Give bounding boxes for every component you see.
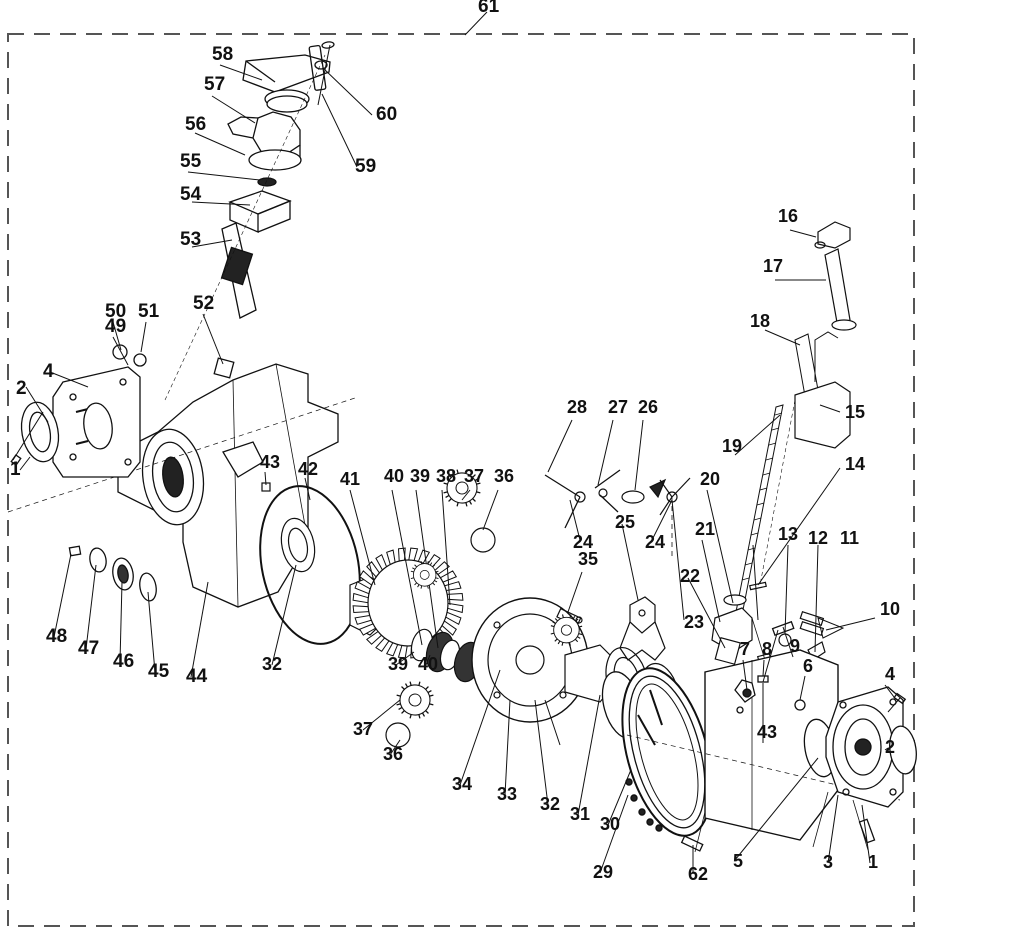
- svg-text:41: 41: [340, 469, 360, 489]
- svg-text:48: 48: [46, 626, 67, 647]
- svg-text:35: 35: [578, 549, 598, 569]
- svg-text:7: 7: [740, 639, 750, 659]
- svg-text:58: 58: [212, 44, 233, 65]
- svg-text:18: 18: [750, 311, 770, 331]
- svg-text:10: 10: [880, 599, 900, 619]
- svg-text:32: 32: [540, 794, 560, 814]
- svg-text:4: 4: [43, 361, 54, 382]
- svg-text:36: 36: [383, 744, 403, 764]
- svg-text:57: 57: [204, 74, 225, 95]
- svg-text:28: 28: [567, 397, 587, 417]
- svg-text:1: 1: [10, 459, 21, 480]
- svg-text:53: 53: [180, 229, 201, 250]
- svg-text:12: 12: [808, 528, 828, 548]
- svg-text:52: 52: [193, 293, 214, 314]
- svg-text:8: 8: [762, 639, 772, 659]
- svg-text:62: 62: [688, 864, 708, 884]
- svg-text:46: 46: [113, 651, 134, 672]
- svg-text:36: 36: [494, 466, 514, 486]
- svg-text:30: 30: [600, 814, 620, 834]
- svg-text:24: 24: [573, 532, 593, 552]
- svg-text:17: 17: [763, 256, 783, 276]
- svg-text:43: 43: [757, 722, 777, 742]
- svg-text:39: 39: [410, 466, 430, 486]
- svg-text:2: 2: [885, 737, 895, 757]
- svg-text:27: 27: [608, 397, 628, 417]
- svg-text:40: 40: [384, 466, 404, 486]
- svg-text:16: 16: [778, 206, 798, 226]
- svg-text:47: 47: [78, 638, 99, 659]
- svg-text:22: 22: [680, 566, 700, 586]
- svg-text:42: 42: [298, 459, 318, 479]
- svg-text:13: 13: [778, 524, 798, 544]
- svg-text:55: 55: [180, 151, 202, 172]
- svg-text:56: 56: [185, 114, 206, 135]
- svg-text:45: 45: [148, 661, 170, 682]
- svg-text:40: 40: [418, 654, 438, 674]
- svg-text:14: 14: [845, 454, 865, 474]
- svg-text:23: 23: [684, 612, 704, 632]
- svg-text:61: 61: [478, 0, 500, 17]
- svg-text:51: 51: [138, 301, 160, 322]
- svg-text:19: 19: [722, 436, 742, 456]
- svg-text:2: 2: [16, 378, 27, 399]
- svg-text:6: 6: [803, 656, 813, 676]
- svg-text:33: 33: [497, 784, 517, 804]
- svg-text:43: 43: [260, 452, 280, 472]
- svg-text:60: 60: [376, 104, 397, 125]
- svg-text:21: 21: [695, 519, 715, 539]
- svg-text:37: 37: [353, 719, 373, 739]
- svg-text:15: 15: [845, 402, 865, 422]
- svg-text:31: 31: [570, 804, 590, 824]
- svg-text:34: 34: [452, 774, 472, 794]
- svg-text:25: 25: [615, 512, 635, 532]
- svg-text:5: 5: [733, 851, 743, 871]
- svg-text:44: 44: [186, 666, 208, 687]
- svg-text:20: 20: [700, 469, 720, 489]
- svg-text:50: 50: [105, 301, 126, 322]
- svg-text:11: 11: [840, 528, 859, 548]
- svg-text:4: 4: [885, 664, 895, 684]
- svg-text:59: 59: [355, 156, 376, 177]
- svg-text:37: 37: [464, 466, 484, 486]
- svg-text:26: 26: [638, 397, 658, 417]
- svg-text:38: 38: [436, 466, 456, 486]
